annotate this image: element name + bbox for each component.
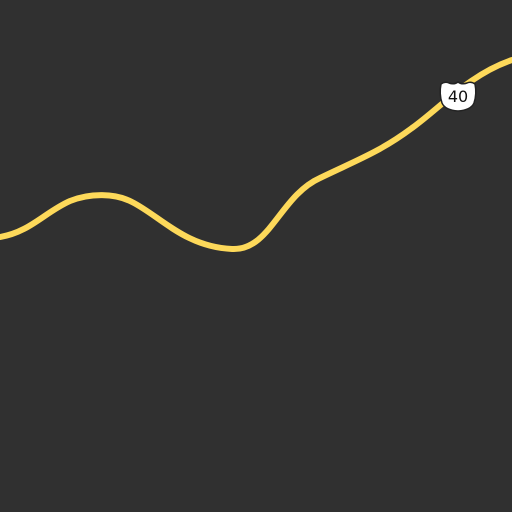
route-shield[interactable]: 40: [440, 82, 476, 111]
highway-road[interactable]: [0, 60, 512, 249]
route-number-label: 40: [448, 87, 468, 106]
